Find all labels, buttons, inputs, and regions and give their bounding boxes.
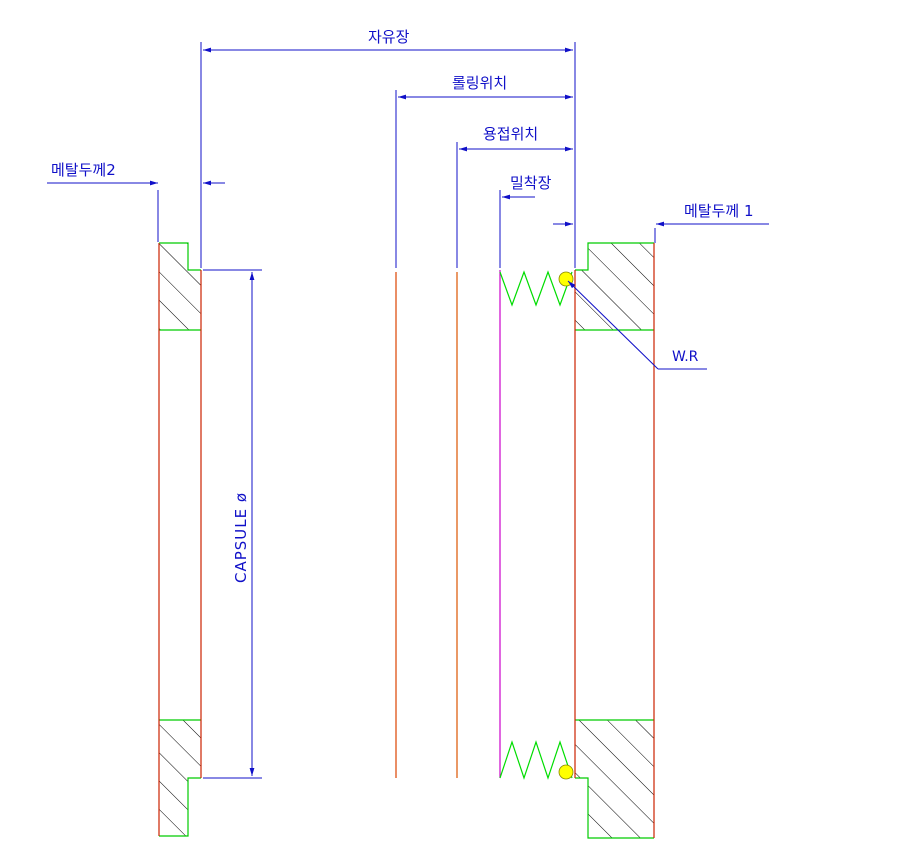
top-spring	[499, 270, 573, 307]
welding-position-label: 용접위치	[483, 125, 538, 143]
bottom-wire-ring	[558, 764, 574, 780]
capsule-diameter-label: CAPSULE ø	[232, 492, 250, 583]
metal-thickness-1-label: 메탈두께 1	[684, 202, 754, 220]
welding-position-dimension: 용접위치	[456, 125, 573, 268]
right-flange	[574, 242, 655, 839]
contact-length-label: 밀착장	[510, 174, 552, 192]
metal-thickness-2-dimension: 메탈두께2	[47, 161, 225, 242]
metal-thickness-1-dimension: 메탈두께 1	[654, 202, 769, 243]
free-length-dimension: 자유장	[200, 28, 576, 268]
wire-ring-leader: W.R	[567, 280, 707, 370]
contact-length-dimension: 밀착장	[499, 174, 573, 268]
rolling-position-dimension: 롤링위치	[395, 74, 573, 268]
right-bottom-hatch	[575, 720, 654, 838]
wire-ring-label: W.R	[672, 349, 699, 365]
left-bottom-hatch	[159, 720, 201, 836]
right-top-hatch	[575, 243, 654, 330]
rolling-position-label: 롤링위치	[452, 74, 507, 92]
capsule-diameter-dimension: CAPSULE ø	[203, 269, 262, 779]
metal-thickness-2-label: 메탈두께2	[51, 161, 116, 179]
free-length-label: 자유장	[368, 28, 410, 46]
left-flange	[158, 242, 202, 837]
bottom-spring	[499, 740, 573, 780]
left-top-hatch	[159, 243, 201, 330]
